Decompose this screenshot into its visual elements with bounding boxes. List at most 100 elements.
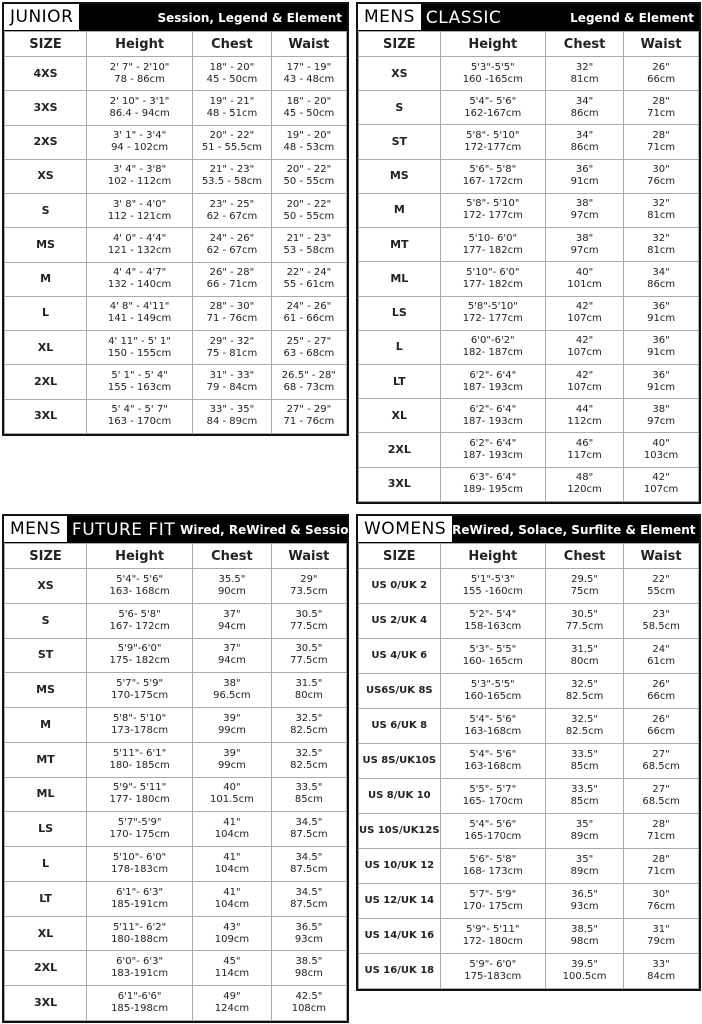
cell-line: 5'4"- 5'6" (469, 749, 517, 760)
subtitle: Session, Legend & Element (157, 10, 342, 25)
size-cell: LT (3, 880, 88, 917)
cell-line: 62 - 67cm (206, 210, 258, 222)
cell: 22" - 24" 55 - 61cm (270, 261, 348, 297)
row: ST 5'8"- 5'10" 172-177cm 34" 86cm 28" 71cm (358, 124, 699, 160)
cell-line: 82.5cm (290, 759, 328, 771)
cell: 30.5" 77.5cm (270, 637, 348, 674)
row: LT 6'1"- 6'3" 185-191cm 41" 104cm 34.5" 87.5cm (3, 880, 348, 917)
cell-line: 81cm (570, 73, 599, 85)
size-chart: MENS CLASSIC Legend & Element SIZE Height Che… (356, 2, 701, 504)
cell: 5'4"- 5'6" 162-167cm (439, 90, 546, 126)
cell-line: 18" - 20" (209, 61, 255, 73)
cell-line: 6'0"-6'2" (470, 335, 515, 347)
cell: 5'4"- 5'6" 163- 168cm (86, 568, 194, 604)
cell-line: 71 - 76cm (206, 313, 258, 325)
cell-line: 45 - 50cm (283, 107, 335, 119)
row: 4XS 2' 7" - 2'10" 78 - 86cm 18" - 20" 45 - 5… (3, 55, 348, 92)
row: XL 5'11"- 6'2" 180-188cm 43" 109cm 36.5" 93cm (3, 915, 348, 952)
row: US6S/UK 8S 5'3"-5'5" 160-165cm 32.5" 82.5cm 2… (358, 673, 699, 709)
cell: 39.5" 100.5cm (544, 953, 625, 989)
cell-line: 43" (223, 921, 241, 933)
cell: 30" 76cm (623, 883, 699, 919)
cell-line: 66 - 71cm (206, 279, 258, 291)
cell-line: 30" (652, 164, 670, 176)
cell-line: 19" - 21" (209, 95, 255, 107)
cell: 28" 71cm (623, 813, 699, 849)
cell-line: 100.5cm (562, 971, 607, 982)
size-cell: 4XS (3, 55, 88, 92)
size-cell: 2XS (3, 124, 88, 160)
row: M 4' 4" - 4'7" 132 - 140cm 26" - 28" 66 - 71… (3, 261, 348, 297)
cell: 2' 7" - 2'10" 78 - 86cm (86, 55, 194, 92)
row: L 6'0"-6'2" 182- 187cm 42" 107cm 36" 91cm (358, 329, 699, 365)
cell-line: 20" - 22" (209, 130, 255, 142)
cell-line: 98cm (570, 936, 599, 947)
cell: 23" - 25" 62 - 67cm (192, 193, 272, 229)
cell-line: 33.5" (571, 749, 599, 760)
cell-line: 36.5" (295, 921, 323, 933)
cell-line: 91cm (647, 381, 676, 393)
cell: 33.5" 85cm (544, 778, 625, 814)
cell-line: 87.5cm (290, 898, 328, 910)
cell-line: 99cm (217, 759, 246, 771)
cell-line: 20" - 22" (286, 164, 332, 176)
cell: 32.5" 82.5cm (270, 707, 348, 743)
row: US 10/UK 12 5'6"- 5'8" 168- 173cm 35" 89cm 28… (358, 848, 699, 884)
cell: 5' 4" - 5' 7" 163 - 170cm (86, 398, 194, 435)
cell-line: 168- 173cm (462, 866, 523, 877)
cell-line: 187- 193cm (462, 415, 523, 427)
cell: 5' 1" - 5' 4" 155 - 163cm (86, 364, 194, 400)
size-cell: LT (358, 363, 441, 400)
cell-line: 163-168cm (464, 761, 522, 772)
subtitle: Legend & Element (570, 10, 694, 25)
cell-line: 94 - 102cm (111, 142, 169, 154)
cell: 5'9"- 5'11" 172- 180cm (439, 918, 546, 954)
cell-line: 38" (575, 198, 594, 210)
cell-line: 23" - 25" (209, 198, 255, 210)
cell-line: 160 -165cm (462, 73, 523, 85)
cell-line: 33" - 35" (209, 404, 255, 416)
cell-line: 33" (652, 959, 670, 970)
cell: 17" - 19" 43 - 48cm (270, 55, 348, 92)
row: XS 5'3"-5'5" 160 -165cm 32" 81cm 26" 66cm (358, 55, 699, 92)
cell-line: 58.5cm (642, 621, 680, 632)
title-bar: WOMENS ReWired, Solace, Surflite & Elemen… (358, 516, 699, 543)
cell: 34" 86cm (623, 261, 699, 297)
cell: 32" 81cm (544, 55, 625, 92)
size-cell: US 8S/UK10S (358, 743, 441, 779)
size-cell: 2XL (3, 364, 88, 400)
cell: 24" 61cm (623, 638, 699, 674)
cell-line: 31" (652, 924, 670, 935)
cell-line: 21" - 23" (209, 164, 255, 176)
cell: 5'6"- 5'8" 168- 173cm (439, 848, 546, 884)
cell: 19" - 20" 48 - 53cm (270, 124, 348, 160)
cell: 34" 86cm (544, 90, 625, 126)
cell: 6'1"- 6'3" 185-191cm (86, 880, 194, 917)
size-cell: MS (3, 672, 88, 709)
size-chart: JUNIOR Session, Legend & Element SIZE Heigh… (2, 2, 349, 436)
title: MENS (358, 4, 421, 31)
cell: 5'7"- 5'9" 170-175cm (86, 672, 194, 709)
cell: 5'2"- 5'4" 158-163cm (439, 603, 546, 639)
size-cell: 3XS (3, 90, 88, 126)
cell: 32" 81cm (623, 192, 699, 229)
column-header: Height (439, 31, 546, 57)
cell-line: 5'8"-5'10" (467, 301, 518, 313)
cell: 43" 109cm (192, 915, 272, 952)
cell-line: 5'7"-5'9" (117, 817, 162, 829)
cell-line: 104cm (214, 864, 250, 875)
cell-line: 22" - 24" (286, 267, 332, 279)
cell-line: 120cm (567, 484, 602, 496)
header-row: SIZE Height Chest Waist (3, 31, 348, 57)
size-cell: XL (358, 398, 441, 434)
cell: 21" - 23" 53 - 58cm (270, 227, 348, 263)
cell-line: 91cm (570, 176, 599, 188)
cell-line: 53 - 58cm (283, 244, 335, 256)
cell: 26.5" - 28" 68 - 73cm (270, 364, 348, 400)
cell-line: 172- 177cm (462, 313, 523, 325)
cell-line: 26.5" - 28" (281, 370, 336, 382)
cell-line: 79 - 84cm (206, 382, 258, 394)
cell: 32" 81cm (623, 227, 699, 263)
cell-line: 114cm (214, 968, 250, 980)
table: SIZE Height Chest Waist 4XS 2' 7" - 2'10" 78 -… (3, 31, 348, 435)
